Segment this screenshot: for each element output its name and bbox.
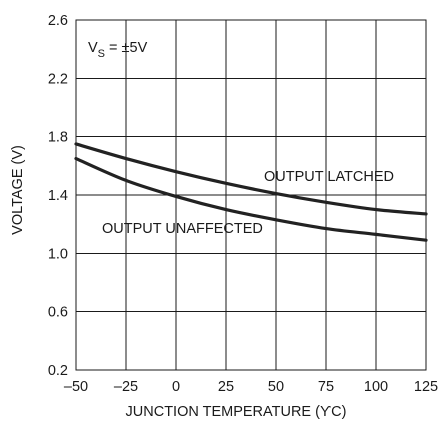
y-tick-label: 1.4: [48, 188, 68, 204]
x-tick-label: 100: [364, 379, 388, 395]
y-tick-label: 0.2: [48, 363, 68, 379]
x-axis-title: JUNCTION TEMPERATURE (ϒC): [126, 404, 347, 420]
x-tick-label: 75: [318, 379, 334, 395]
y-tick-label: 0.6: [48, 305, 68, 321]
x-tick-label: 0: [172, 379, 180, 395]
condition-label: VS = ±5V: [88, 40, 148, 60]
y-tick-label: 2.2: [48, 71, 68, 87]
x-tick-labels: –50 –25 0 25 50 75 100 125: [64, 379, 438, 395]
x-tick-label: 50: [268, 379, 284, 395]
y-tick-label: 2.6: [48, 13, 68, 29]
x-tick-label: 125: [414, 379, 438, 395]
y-tick-labels: 0.2 0.6 1.0 1.4 1.8 2.2 2.6: [48, 13, 68, 379]
condition-prefix: V: [88, 40, 98, 56]
condition-subscript: S: [98, 48, 105, 60]
series-label-output-unaffected: OUTPUT UNAFFECTED: [102, 221, 263, 237]
condition-suffix: = ±5V: [105, 40, 148, 56]
y-tick-label: 1.0: [48, 246, 68, 262]
grid: [76, 20, 426, 370]
x-tick-label: 25: [218, 379, 234, 395]
y-tick-label: 1.8: [48, 130, 68, 146]
y-axis-title: VOLTAGE (V): [10, 145, 26, 235]
x-tick-label: –25: [114, 379, 138, 395]
x-tick-label: –50: [64, 379, 88, 395]
series-label-output-latched: OUTPUT LATCHED: [264, 169, 394, 185]
